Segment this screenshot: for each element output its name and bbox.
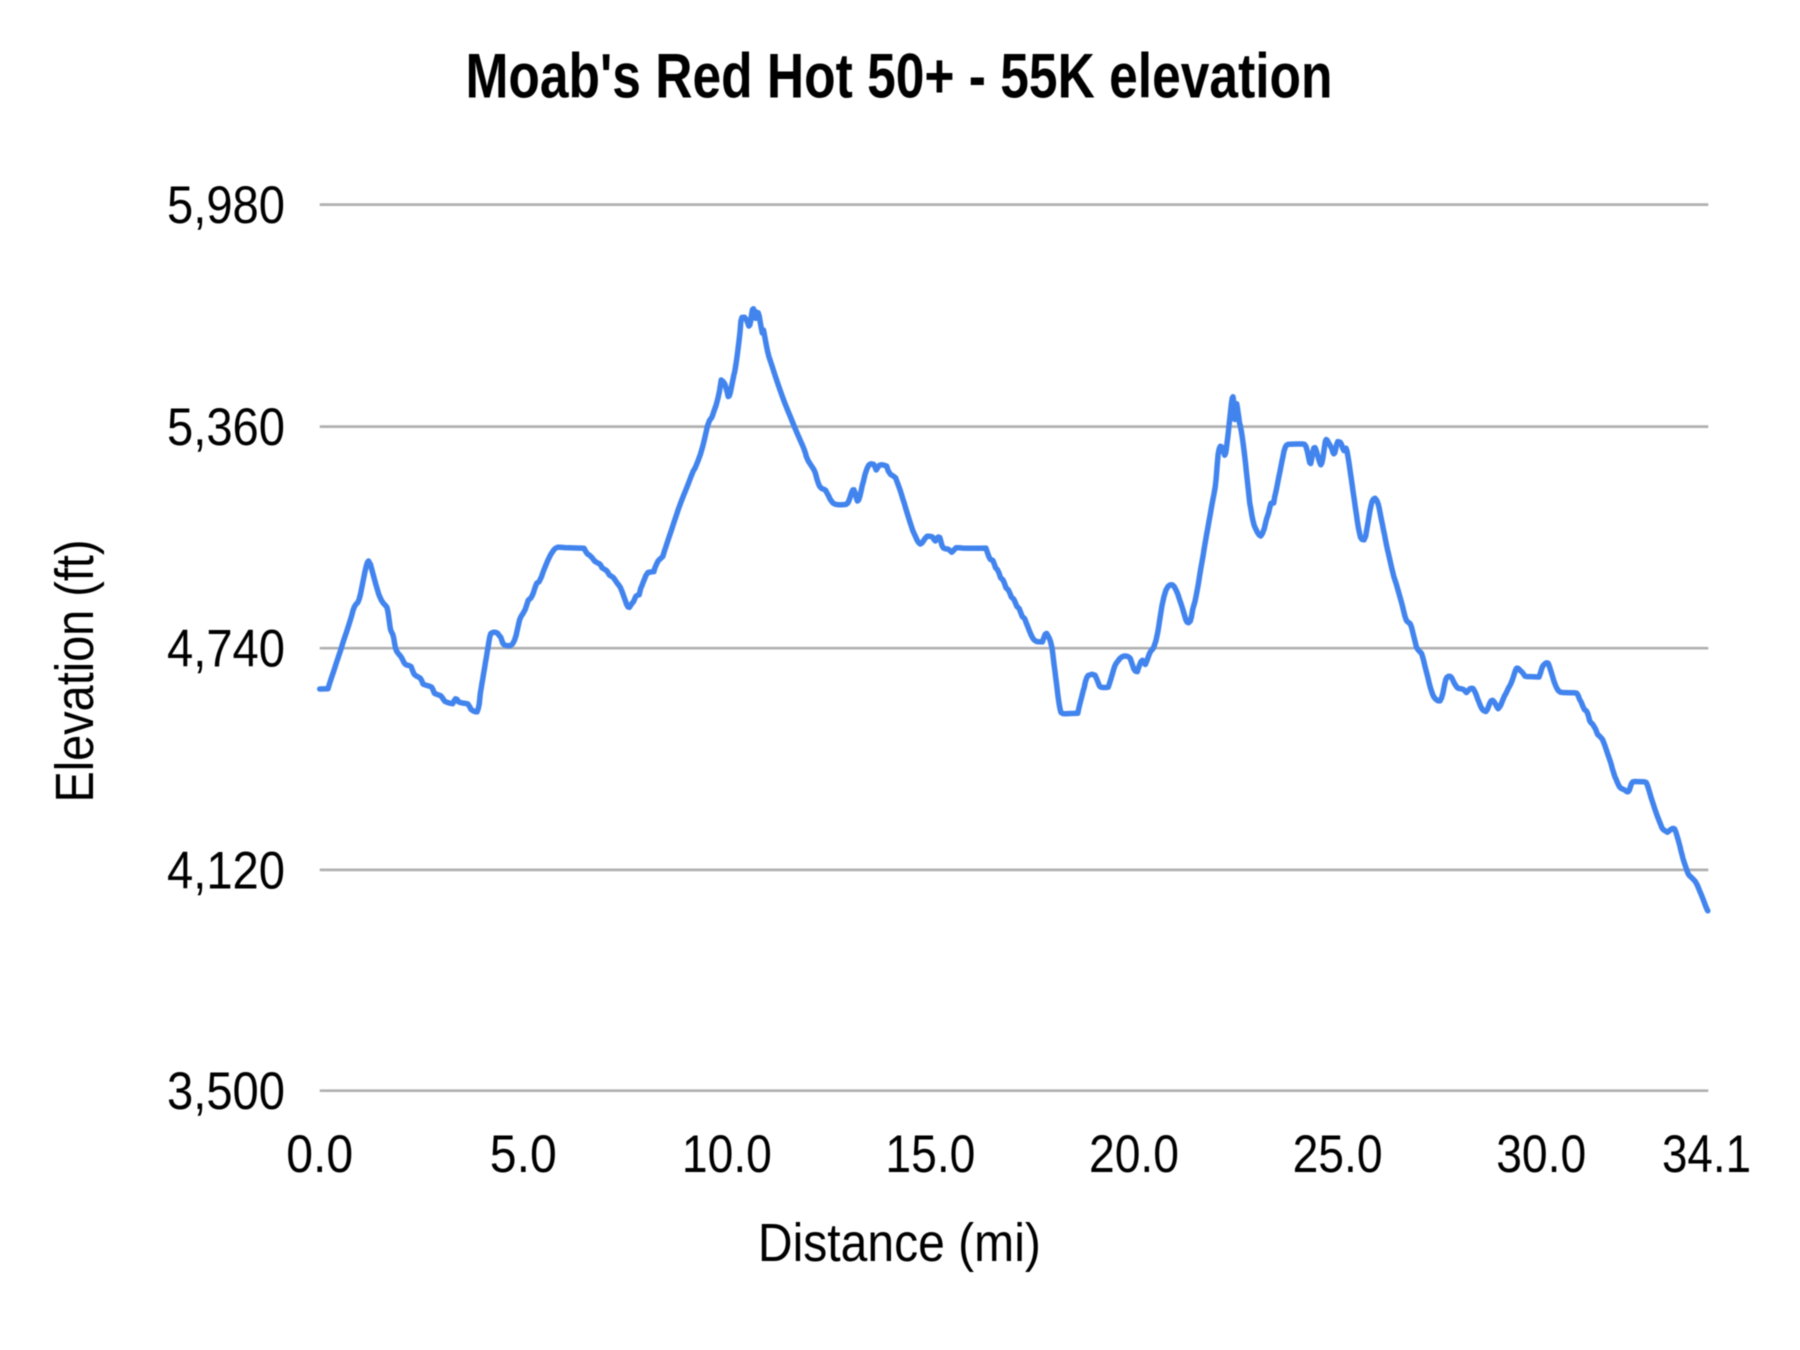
- svg-text:30.0: 30.0: [1496, 1125, 1586, 1184]
- svg-text:4,740: 4,740: [167, 620, 285, 679]
- svg-text:Moab's Red Hot 50+ - 55K eleva: Moab's Red Hot 50+ - 55K elevation: [466, 42, 1333, 112]
- svg-text:5.0: 5.0: [490, 1125, 557, 1184]
- svg-text:15.0: 15.0: [885, 1125, 975, 1184]
- svg-text:25.0: 25.0: [1293, 1125, 1383, 1184]
- svg-text:34.1: 34.1: [1662, 1125, 1751, 1184]
- svg-text:10.0: 10.0: [682, 1125, 772, 1184]
- svg-text:0.0: 0.0: [286, 1125, 353, 1184]
- svg-text:3,500: 3,500: [167, 1062, 285, 1121]
- svg-text:5,980: 5,980: [167, 176, 285, 235]
- svg-text:20.0: 20.0: [1089, 1125, 1179, 1184]
- svg-text:4,120: 4,120: [167, 841, 285, 900]
- svg-text:Distance (mi): Distance (mi): [758, 1213, 1041, 1273]
- svg-text:5,360: 5,360: [167, 398, 285, 457]
- svg-text:Elevation (ft): Elevation (ft): [45, 540, 105, 803]
